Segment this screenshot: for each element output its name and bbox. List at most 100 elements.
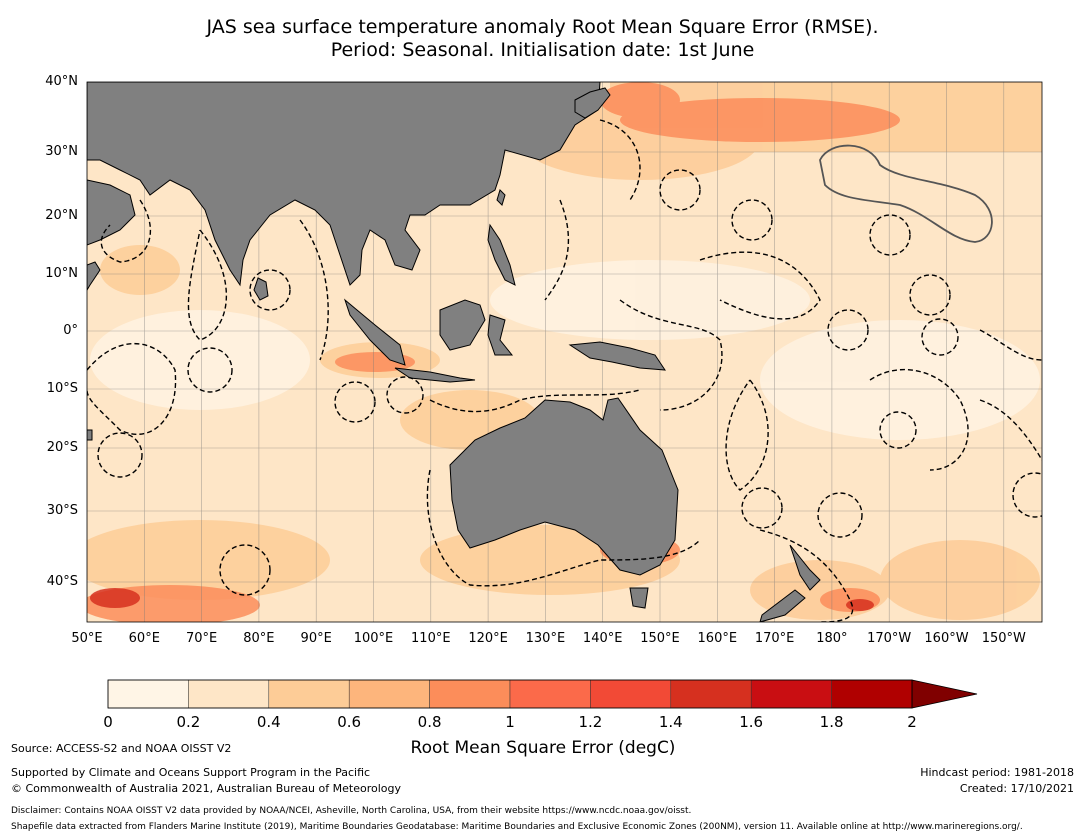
latitude-label: 40°N xyxy=(45,74,78,89)
land-new-zealand-north xyxy=(789,544,821,591)
eez-line xyxy=(619,299,723,411)
eez-circle xyxy=(219,544,271,596)
land-new-zealand-south xyxy=(759,589,806,622)
latitude-label: 10°N xyxy=(45,266,78,281)
colorbar-tick-label: 0.8 xyxy=(417,713,442,731)
eez-line xyxy=(699,251,821,320)
eez-circle xyxy=(659,169,701,211)
land-sri-lanka xyxy=(253,277,269,301)
longitude-label: 90°E xyxy=(300,631,332,646)
eez-line xyxy=(426,469,701,587)
longitude-label: 160°E xyxy=(697,631,738,646)
land-taiwan xyxy=(496,189,506,206)
colorbar-tick-label: 1 xyxy=(505,713,515,731)
eez-circle xyxy=(731,199,773,241)
colorbar-box xyxy=(831,679,913,709)
colorbar-tick-label: 0 xyxy=(103,713,113,731)
colorbar-box xyxy=(429,679,511,709)
eez-circle xyxy=(827,309,869,351)
longitude-label: 120°E xyxy=(468,631,508,646)
eez-circle xyxy=(869,214,911,256)
eez-line xyxy=(544,199,570,301)
land-borneo xyxy=(439,299,486,351)
longitude-label: 80°E xyxy=(243,631,275,646)
colorbar-box xyxy=(268,679,350,709)
land-masses xyxy=(87,82,821,622)
land-africa-horn xyxy=(87,261,101,291)
eez-circle xyxy=(386,376,424,414)
eez-line xyxy=(429,389,641,413)
eez-circle xyxy=(187,347,233,393)
eez-line xyxy=(187,229,228,341)
land-sulawesi xyxy=(487,314,514,356)
land-tasmania xyxy=(629,587,649,609)
colorbar-boxes xyxy=(107,679,913,709)
land-australia xyxy=(449,397,679,576)
eez-circle xyxy=(909,274,951,316)
colorbar-box xyxy=(188,679,270,709)
colorbar-box xyxy=(590,679,672,709)
colorbar-tick-label: 0.6 xyxy=(337,713,362,731)
colorbar-tick-label: 2 xyxy=(907,713,917,731)
eez-line xyxy=(979,329,1042,361)
latitude-label: 20°N xyxy=(45,208,78,223)
colorbar-extend-arrow xyxy=(911,679,978,709)
latitude-label: 30°N xyxy=(45,144,78,159)
eez-circle xyxy=(249,269,291,311)
eez-line xyxy=(759,529,854,622)
land-new-guinea xyxy=(568,341,666,371)
longitude-label: 140°E xyxy=(582,631,623,646)
longitude-label: 130°E xyxy=(525,631,566,646)
eez-circle xyxy=(97,432,143,478)
copyright-text: © Commonwealth of Australia 2021, Austra… xyxy=(11,782,401,795)
eez-circle xyxy=(334,381,376,423)
latitude-label: 10°S xyxy=(46,381,78,396)
colorbar-tick-label: 0.2 xyxy=(176,713,201,731)
created-date: Created: 17/10/2021 xyxy=(959,782,1074,795)
longitude-label: 110°E xyxy=(411,631,451,646)
eez-circle xyxy=(741,487,783,529)
hindcast-period: Hindcast period: 1981-2018 xyxy=(920,766,1074,779)
colorbar-box xyxy=(107,679,189,709)
longitude-label: 50°E xyxy=(71,631,103,646)
longitude-label: 150°E xyxy=(640,631,680,646)
eez-circle xyxy=(879,411,917,449)
longitude-label: 170°W xyxy=(867,631,912,646)
latitude-label: 0° xyxy=(63,323,78,338)
longitude-label: 170°E xyxy=(754,631,795,646)
colorbar-box xyxy=(348,679,430,709)
land-arabia-africa xyxy=(87,179,136,246)
longitude-label: 60°E xyxy=(128,631,160,646)
land-sumatra xyxy=(343,298,406,366)
eez-line xyxy=(979,399,1042,461)
eez-circle xyxy=(1012,472,1042,518)
eez-boundaries xyxy=(87,119,1042,622)
latitude-label: 20°S xyxy=(46,440,78,455)
land-madagascar-sliver xyxy=(87,429,93,441)
eez-line xyxy=(87,343,177,435)
map-frame xyxy=(86,81,1043,623)
support-text: Supported by Climate and Oceans Support … xyxy=(11,766,371,779)
colorbar-tick-label: 0.4 xyxy=(256,713,281,731)
colorbar-frame xyxy=(107,679,913,709)
eez-line xyxy=(299,219,329,361)
colorbar-tick-label: 1.6 xyxy=(739,713,764,731)
eez-line xyxy=(869,368,969,471)
colorbar-tick-label: 1.2 xyxy=(578,713,603,731)
title-line-1: JAS sea surface temperature anomaly Root… xyxy=(206,16,879,38)
source-text: Source: ACCESS-S2 and NOAA OISST V2 xyxy=(11,742,232,755)
eez-circle xyxy=(817,492,863,538)
land-philippines xyxy=(487,223,516,286)
longitude-label: 180° xyxy=(816,631,848,646)
eez-line xyxy=(100,199,151,263)
longitude-label: 100°E xyxy=(353,631,394,646)
colorbar-tick-label: 1.4 xyxy=(658,713,683,731)
colorbar-tick-label: 1.8 xyxy=(819,713,844,731)
title-line-2: Period: Seasonal. Initialisation date: 1… xyxy=(330,39,755,61)
colorbar-box xyxy=(750,679,832,709)
disclaimer-text: Disclaimer: Contains NOAA OISST V2 data … xyxy=(11,806,692,816)
land-asia xyxy=(87,82,601,287)
latitude-label: 30°S xyxy=(46,503,78,518)
